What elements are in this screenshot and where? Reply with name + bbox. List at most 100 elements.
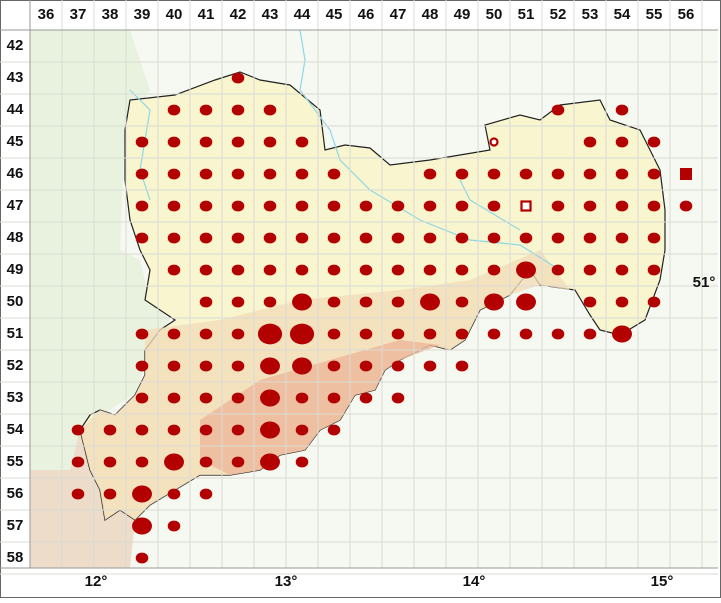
longitude-label: 12°	[85, 573, 108, 590]
occurrence-dot	[231, 232, 245, 244]
occurrence-dot	[423, 232, 437, 244]
occurrence-dot	[231, 360, 245, 372]
occurrence-dot	[260, 453, 280, 471]
open-circle	[489, 137, 499, 147]
occurrence-dot	[551, 232, 565, 244]
occurrence-dot	[423, 328, 437, 340]
occurrence-dot	[199, 328, 213, 340]
occurrence-dot	[167, 200, 181, 212]
longitude-label: 13°	[275, 573, 298, 590]
occurrence-dot	[231, 168, 245, 180]
occurrence-dot	[615, 136, 629, 148]
occurrence-dot	[583, 136, 597, 148]
occurrence-dot	[260, 357, 280, 375]
occurrence-dot	[135, 136, 149, 148]
neighbour-region	[30, 30, 170, 480]
occurrence-dot	[391, 232, 405, 244]
occurrence-dot	[583, 168, 597, 180]
row-label: 58	[7, 549, 24, 566]
labels: 36 37 38 39 40 41 42 43 44 45 46 47 48 49 50 51 52 53 54 55…	[7, 6, 716, 590]
occurrence-dot	[167, 392, 181, 404]
occurrence-dot	[423, 360, 437, 372]
occurrence-dot	[551, 104, 565, 116]
occurrence-dot	[487, 168, 501, 180]
occurrence-dot	[199, 392, 213, 404]
occurrence-dots	[71, 72, 693, 564]
occurrence-dot	[231, 264, 245, 276]
occurrence-dot	[199, 264, 213, 276]
occurrence-dot	[135, 168, 149, 180]
occurrence-dot	[167, 168, 181, 180]
row-label: 44	[7, 101, 24, 118]
longitude-label: 15°	[651, 573, 674, 590]
occurrence-dot	[167, 136, 181, 148]
column-label: 38	[102, 6, 119, 23]
occurrence-dot	[551, 264, 565, 276]
occurrence-dot	[167, 360, 181, 372]
row-label: 49	[7, 261, 24, 278]
column-label: 40	[166, 6, 183, 23]
occurrence-dot	[292, 357, 312, 375]
occurrence-dot	[167, 488, 181, 500]
occurrence-dot	[260, 421, 280, 439]
occurrence-dot	[391, 360, 405, 372]
occurrence-dot	[292, 293, 312, 311]
occurrence-dot	[519, 328, 533, 340]
occurrence-dot	[231, 104, 245, 116]
occurrence-dot	[167, 520, 181, 532]
row-label: 43	[7, 69, 24, 86]
occurrence-dot	[295, 264, 309, 276]
occurrence-dot	[487, 264, 501, 276]
column-label: 45	[326, 6, 343, 23]
occurrence-dot	[327, 424, 341, 436]
occurrence-dot	[327, 232, 341, 244]
occurrence-dot	[327, 328, 341, 340]
occurrence-dot	[359, 328, 373, 340]
column-label: 44	[294, 6, 311, 23]
occurrence-dot	[455, 232, 469, 244]
occurrence-dot	[327, 360, 341, 372]
occurrence-dot	[615, 232, 629, 244]
occurrence-dot	[164, 453, 184, 471]
relief-mountains	[200, 340, 440, 475]
row-label: 52	[7, 357, 24, 374]
column-label: 37	[70, 6, 87, 23]
occurrence-dot	[132, 517, 152, 535]
occurrence-dot	[167, 328, 181, 340]
occurrence-dot	[199, 168, 213, 180]
column-label: 39	[134, 6, 151, 23]
occurrence-dot	[295, 200, 309, 212]
column-label: 56	[678, 6, 695, 23]
occurrence-dot	[135, 392, 149, 404]
occurrence-dot	[583, 328, 597, 340]
occurrence-dot	[135, 424, 149, 436]
open-square	[520, 200, 532, 212]
occurrence-dot	[263, 264, 277, 276]
occurrence-dot	[135, 360, 149, 372]
occurrence-dot	[615, 296, 629, 308]
occurrence-dot	[327, 392, 341, 404]
row-label: 46	[7, 165, 24, 182]
occurrence-dot	[295, 392, 309, 404]
row-label: 51	[7, 325, 24, 342]
occurrence-dot	[455, 328, 469, 340]
occurrence-dot	[391, 296, 405, 308]
occurrence-dot	[231, 392, 245, 404]
row-label: 55	[7, 453, 24, 470]
row-label: 57	[7, 517, 24, 534]
grid	[0, 0, 718, 575]
occurrence-dot	[263, 200, 277, 212]
occurrence-dot	[71, 456, 85, 468]
occurrence-dot	[231, 296, 245, 308]
column-label: 49	[454, 6, 471, 23]
occurrence-dot	[359, 200, 373, 212]
column-label: 52	[550, 6, 567, 23]
occurrence-dot	[455, 168, 469, 180]
occurrence-dot	[420, 293, 440, 311]
occurrence-dot	[423, 200, 437, 212]
occurrence-dot	[583, 200, 597, 212]
occurrence-dot	[647, 232, 661, 244]
occurrence-dot	[103, 488, 117, 500]
occurrence-dot	[583, 296, 597, 308]
